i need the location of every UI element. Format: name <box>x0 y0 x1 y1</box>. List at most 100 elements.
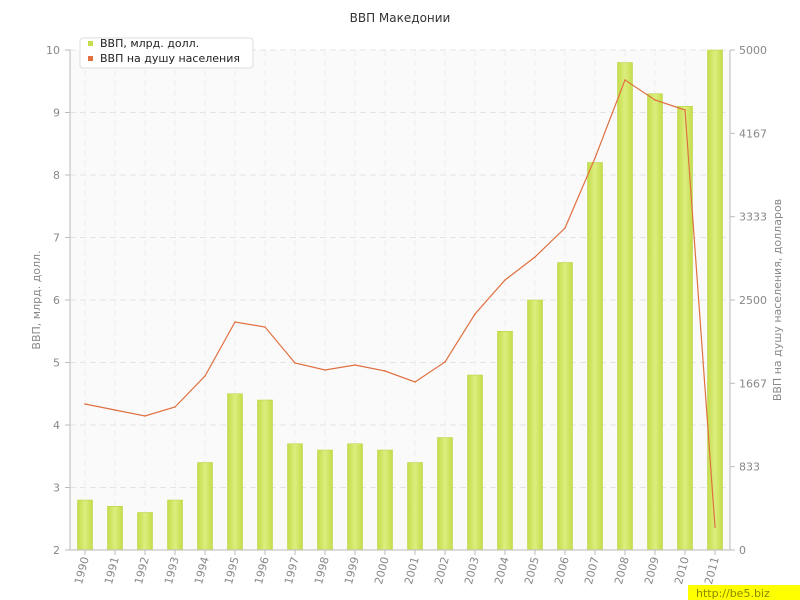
point-2005 <box>534 256 536 258</box>
right-tick-label: 5000 <box>739 44 767 57</box>
bar-series <box>77 49 723 551</box>
point-1995 <box>234 321 236 323</box>
legend: ВВП, млрд. долл. ВВП на душу населения <box>79 37 254 69</box>
bar-2010 <box>677 106 693 551</box>
point-1999 <box>354 364 356 366</box>
bar-2003 <box>467 374 483 551</box>
watermark-text: http://be5.biz <box>696 587 770 600</box>
bar-2004 <box>497 331 513 551</box>
bar-2000 <box>377 449 393 551</box>
x-tick-label: 2007 <box>582 555 602 585</box>
x-tick-label: 2005 <box>522 555 542 585</box>
left-tick-label: 7 <box>53 232 60 245</box>
x-tick-label: 2003 <box>462 555 482 585</box>
right-tick-label: 1667 <box>739 377 767 390</box>
left-tick-label: 2 <box>53 544 60 557</box>
left-tick-label: 9 <box>53 107 60 120</box>
x-tick-label: 2010 <box>672 555 692 585</box>
line-series <box>84 79 716 528</box>
x-tick-label: 1997 <box>282 555 302 585</box>
point-2000 <box>384 370 386 372</box>
bar-1998 <box>317 449 333 551</box>
left-axis-label: ВВП, млрд. долл. <box>30 250 43 349</box>
point-2001 <box>414 381 416 383</box>
bar-2001 <box>407 462 423 551</box>
bar-2002 <box>437 437 453 551</box>
x-tick-label: 2011 <box>702 555 722 585</box>
right-tick-label: 0 <box>739 544 746 557</box>
left-tick-label: 6 <box>53 294 60 307</box>
x-tick-label: 2001 <box>402 555 422 585</box>
x-tick-label: 2002 <box>432 555 452 585</box>
point-1997 <box>294 362 296 364</box>
bar-1992 <box>137 512 153 551</box>
bar-2007 <box>587 162 603 551</box>
x-tick-label: 2006 <box>552 555 572 585</box>
x-tick-label: 1990 <box>72 555 92 585</box>
point-2011 <box>714 526 716 528</box>
bar-1991 <box>107 506 123 551</box>
point-1991 <box>114 409 116 411</box>
x-tick-label: 2008 <box>612 555 632 585</box>
point-1992 <box>144 415 146 417</box>
x-tick-label: 2000 <box>372 555 392 585</box>
x-tick-label: 1991 <box>102 555 122 585</box>
x-axis-ticks: 1990 1991 1992 1993 1994 1995 1996 1997 1998 1999… <box>72 550 722 586</box>
left-tick-label: 5 <box>53 357 60 370</box>
right-tick-label: 3333 <box>739 211 767 224</box>
bar-2009 <box>647 93 663 551</box>
point-1994 <box>204 375 206 377</box>
bar-1993 <box>167 499 183 551</box>
left-tick-label: 3 <box>53 482 60 495</box>
legend-box <box>79 37 254 69</box>
right-tick-label: 833 <box>739 461 760 474</box>
x-tick-label: 1996 <box>252 555 272 585</box>
chart-title: ВВП Македонии <box>350 11 451 25</box>
bar-1990 <box>77 499 93 551</box>
point-2002 <box>444 361 446 363</box>
watermark: http://be5.biz <box>688 585 800 600</box>
point-2006 <box>564 227 566 229</box>
point-2003 <box>474 313 476 315</box>
left-axis-ticks: 2 3 4 5 6 7 8 9 10 <box>46 44 70 557</box>
point-1993 <box>174 406 176 408</box>
right-axis-ticks: 0 833 1667 2500 3333 4167 5000 <box>730 44 767 557</box>
x-tick-label: 1994 <box>192 555 212 585</box>
x-tick-label: 2009 <box>642 555 662 585</box>
x-tick-label: 1995 <box>222 555 242 585</box>
legend-gdp-per-capita: ВВП на душу населения <box>100 52 240 65</box>
bar-1999 <box>347 443 363 551</box>
point-1996 <box>264 326 266 328</box>
point-2010 <box>684 109 686 111</box>
x-tick-label: 2004 <box>492 555 512 585</box>
x-tick-label: 1999 <box>342 555 362 585</box>
point-1998 <box>324 369 326 371</box>
legend-gdp: ВВП, млрд. долл. <box>100 37 199 50</box>
bar-1994 <box>197 462 213 551</box>
x-tick-label: 1993 <box>162 555 182 585</box>
point-2009 <box>654 99 656 101</box>
x-tick-label: 1998 <box>312 555 332 585</box>
right-tick-label: 2500 <box>739 294 767 307</box>
left-tick-label: 4 <box>53 419 60 432</box>
gdp-per-capita-line <box>84 79 716 528</box>
legend-swatch-gdp-per-capita <box>88 56 93 61</box>
bar-1995 <box>227 393 243 551</box>
bar-1997 <box>287 443 303 551</box>
legend-swatch-gdp <box>88 41 93 46</box>
left-tick-label: 10 <box>46 44 60 57</box>
bar-1996 <box>257 399 273 551</box>
bar-2006 <box>557 262 573 551</box>
bar-2008 <box>617 62 633 551</box>
bar-2005 <box>527 299 543 551</box>
bar-2011 <box>707 49 723 551</box>
left-tick-label: 8 <box>53 169 60 182</box>
point-1990 <box>84 403 86 405</box>
x-tick-label: 1992 <box>132 555 152 585</box>
point-2007 <box>594 157 596 159</box>
point-2008 <box>624 79 626 81</box>
point-2004 <box>504 279 506 281</box>
right-axis-label: ВВП на душу населения, долларов <box>771 199 784 401</box>
right-tick-label: 4167 <box>739 127 767 140</box>
